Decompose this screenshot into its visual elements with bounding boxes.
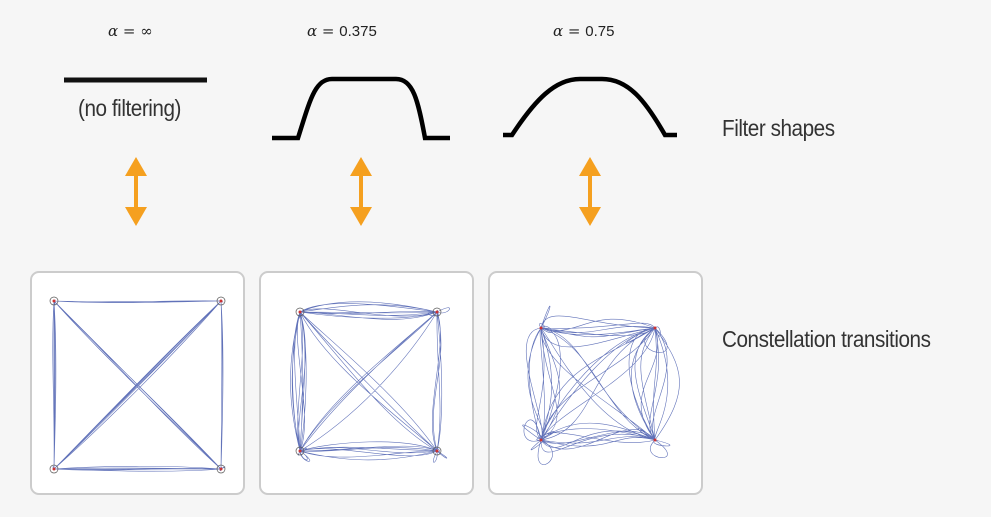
symbol-point bbox=[219, 467, 223, 471]
symbol-marker bbox=[216, 464, 226, 474]
symbol-point bbox=[435, 310, 439, 314]
constellation-traces bbox=[290, 301, 450, 463]
double-arrow-icon bbox=[350, 157, 372, 226]
constellation-panel-075 bbox=[488, 271, 703, 495]
alpha-label-075: α = 0.75 bbox=[553, 22, 615, 40]
symbol-point bbox=[653, 438, 657, 442]
symbol-marker bbox=[295, 307, 305, 317]
symbol-marker bbox=[432, 446, 442, 456]
alpha-label-infinity: α = ∞ bbox=[108, 22, 153, 40]
constellation-transitions-label: Constellation transitions bbox=[722, 326, 931, 352]
symbol-point bbox=[539, 438, 543, 442]
flat-filter-line bbox=[64, 77, 207, 83]
symbol-point bbox=[219, 299, 223, 303]
symbol-marker bbox=[216, 296, 226, 306]
double-arrow-icon bbox=[125, 157, 147, 226]
symbol-point bbox=[298, 449, 302, 453]
filter-curve-075 bbox=[503, 76, 677, 138]
symbol-point bbox=[435, 449, 439, 453]
symbol-marker bbox=[49, 296, 59, 306]
symbol-marker bbox=[49, 464, 59, 474]
symbol-point bbox=[52, 467, 56, 471]
symbol-marker bbox=[295, 446, 305, 456]
double-arrow-icon bbox=[579, 157, 601, 226]
symbol-point bbox=[539, 326, 543, 330]
no-filtering-note: (no filtering) bbox=[78, 95, 181, 121]
symbol-point bbox=[52, 299, 56, 303]
symbol-point bbox=[298, 310, 302, 314]
alpha-label-0375: α = 0.375 bbox=[307, 22, 377, 40]
filter-shapes-label: Filter shapes bbox=[722, 115, 835, 141]
symbol-marker bbox=[432, 307, 442, 317]
filter-curve-0375 bbox=[272, 76, 450, 141]
constellation-traces bbox=[522, 305, 680, 465]
symbol-point bbox=[653, 326, 657, 330]
